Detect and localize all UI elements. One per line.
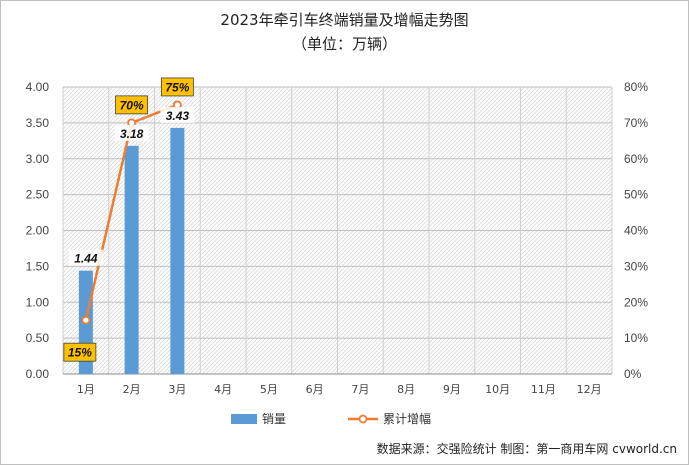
left-tick-label: 0.00 bbox=[26, 367, 50, 381]
left-tick-label: 2.50 bbox=[26, 188, 50, 202]
line-point bbox=[81, 315, 91, 325]
category-label: 6月 bbox=[306, 383, 324, 396]
left-tick-label: 0.50 bbox=[26, 331, 50, 345]
category-label: 2月 bbox=[123, 383, 141, 396]
line-label-box bbox=[115, 95, 149, 115]
category-label: 10月 bbox=[485, 383, 510, 396]
source-note: 数据来源：交强险统计 制图：第一商用车网 cvworld.cn bbox=[376, 442, 677, 456]
category-label: 7月 bbox=[351, 383, 369, 396]
right-tick-label: 50% bbox=[624, 188, 648, 202]
right-tick-label: 10% bbox=[624, 331, 648, 345]
right-tick-label: 40% bbox=[624, 224, 648, 238]
bar-data-label: 1.44 bbox=[74, 252, 98, 266]
category-label: 5月 bbox=[260, 383, 278, 396]
chart-subtitle: （单位：万辆） bbox=[291, 35, 397, 53]
bar-data-label: 3.43 bbox=[166, 109, 190, 123]
line-data-label: 15% bbox=[68, 346, 92, 360]
legend-swatch-marker bbox=[358, 414, 368, 424]
left-tick-label: 3.50 bbox=[26, 116, 50, 130]
right-tick-label: 70% bbox=[624, 116, 648, 130]
line-data-label: 75% bbox=[165, 80, 189, 94]
right-tick-label: 30% bbox=[624, 259, 648, 273]
left-tick-label: 3.00 bbox=[26, 152, 50, 166]
right-tick-label: 0% bbox=[624, 367, 642, 381]
right-tick-label: 20% bbox=[624, 295, 648, 309]
gridlines bbox=[62, 86, 613, 375]
bar-label-bg bbox=[160, 106, 195, 123]
bar bbox=[124, 145, 139, 374]
category-axis-ticks: 1月 2月 3月 4月 5月 6月 7月 8月 9月 10月 11月 12月 bbox=[77, 383, 602, 396]
left-tick-label: 1.00 bbox=[26, 295, 50, 309]
category-label: 11月 bbox=[531, 383, 556, 396]
line-label-box bbox=[160, 77, 194, 97]
right-tick-label: 80% bbox=[624, 80, 648, 94]
legend-swatch-bar bbox=[231, 414, 257, 424]
bar-data-label: 3.18 bbox=[120, 127, 144, 141]
left-tick-label: 1.50 bbox=[26, 259, 50, 273]
line-data-label: 70% bbox=[120, 98, 144, 112]
left-axis-ticks: 0.00 0.50 1.00 1.50 2.00 2.50 3.00 3.50 4.00 bbox=[26, 80, 50, 381]
bar-label-bg bbox=[114, 124, 149, 141]
category-label: 9月 bbox=[443, 383, 461, 396]
category-label: 12月 bbox=[577, 383, 602, 396]
line-label-box bbox=[63, 342, 97, 362]
legend-label-line: 累计增幅 bbox=[383, 411, 431, 426]
category-label: 8月 bbox=[397, 383, 415, 396]
chart-title: 2023年牵引车终端销量及增幅走势图 bbox=[220, 11, 469, 29]
category-label: 4月 bbox=[214, 383, 232, 396]
legend: 销量 累计增幅 bbox=[231, 411, 431, 426]
category-label: 3月 bbox=[168, 383, 186, 396]
bar-label-bg bbox=[68, 249, 103, 266]
right-tick-label: 60% bbox=[624, 152, 648, 166]
category-label: 1月 bbox=[77, 383, 95, 396]
left-tick-label: 4.00 bbox=[26, 80, 50, 94]
data-labels: 1.44 3.18 3.43 15% 70% 75% bbox=[63, 77, 195, 362]
right-axis-ticks: 0% 10% 20% 30% 40% 50% 60% 70% 80% bbox=[624, 80, 648, 381]
legend-label-bar: 销量 bbox=[262, 412, 286, 426]
bar bbox=[170, 127, 185, 375]
left-tick-label: 2.00 bbox=[26, 224, 50, 238]
